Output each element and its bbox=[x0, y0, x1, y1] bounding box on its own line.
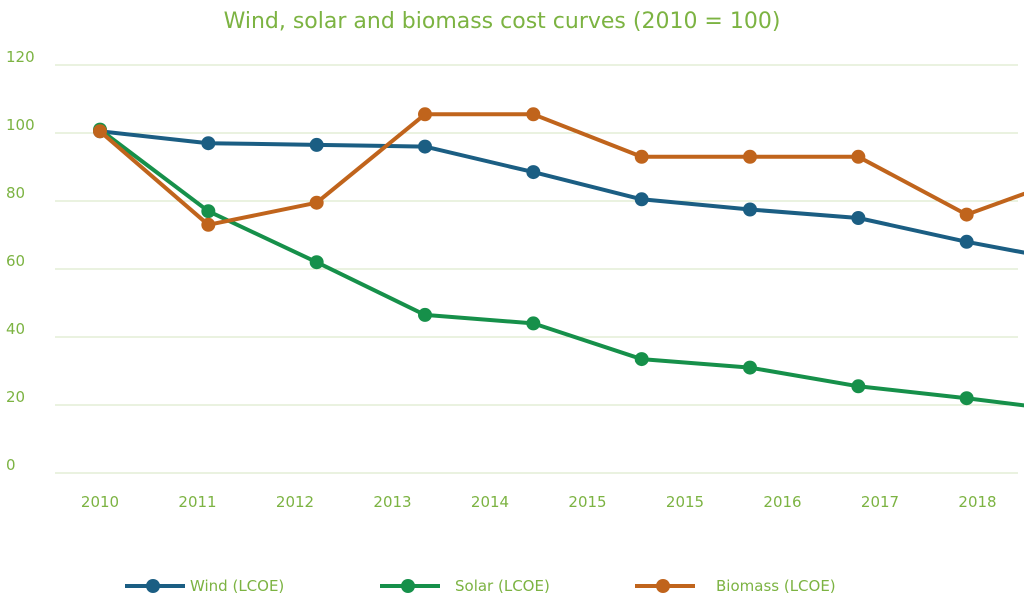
series-wind bbox=[93, 124, 1024, 255]
data-point bbox=[851, 149, 866, 164]
legend-item: Biomass (LCOE) bbox=[635, 577, 836, 595]
series-layer bbox=[93, 107, 1024, 408]
data-point bbox=[743, 149, 757, 164]
data-point bbox=[959, 234, 974, 249]
legend-label: Biomass (LCOE) bbox=[716, 577, 836, 595]
x-tick-label: 2015 bbox=[666, 493, 704, 511]
legend-marker bbox=[146, 579, 160, 593]
data-point bbox=[201, 136, 216, 151]
data-point bbox=[309, 137, 324, 152]
data-point bbox=[418, 107, 432, 122]
data-point bbox=[743, 360, 757, 375]
series-line bbox=[98, 112, 1024, 227]
data-point bbox=[526, 107, 541, 122]
data-point bbox=[418, 139, 432, 154]
legend-marker bbox=[656, 579, 670, 593]
data-point bbox=[851, 379, 866, 394]
y-tick-label: 40 bbox=[6, 320, 25, 338]
data-point bbox=[634, 352, 649, 367]
data-point bbox=[959, 391, 974, 406]
x-tick-label: 2012 bbox=[276, 493, 314, 511]
x-axis-ticks: 2010 2011 2012 2013 2014 2015 2015 2016 2017 2018… bbox=[81, 493, 997, 511]
y-tick-label: 60 bbox=[6, 252, 25, 270]
legend-label: Solar (LCOE) bbox=[455, 577, 550, 595]
x-tick-label: 2013 bbox=[373, 493, 411, 511]
x-tick-label: 2016 bbox=[763, 493, 801, 511]
y-tick-label: 20 bbox=[6, 388, 25, 406]
y-tick-label: 100 bbox=[6, 116, 35, 134]
data-point bbox=[526, 165, 541, 180]
series-line bbox=[98, 128, 1024, 408]
data-point bbox=[309, 255, 324, 270]
legend-item: Wind (LCOE) bbox=[125, 577, 284, 595]
x-tick-label: 2015 bbox=[568, 493, 606, 511]
series-biomass bbox=[93, 107, 1024, 232]
data-point bbox=[201, 217, 216, 232]
data-point bbox=[93, 124, 107, 139]
data-point bbox=[743, 202, 757, 217]
data-point bbox=[201, 204, 216, 219]
legend: Wind (LCOE) Solar (LCOE) Biomass (LCOE) bbox=[125, 577, 836, 595]
x-tick-label: 2014 bbox=[471, 493, 509, 511]
legend-item: Solar (LCOE) bbox=[380, 577, 550, 595]
y-axis-ticks: 0 20 40 60 80 100 120 bbox=[6, 48, 35, 474]
data-point bbox=[634, 149, 649, 164]
chart-title: Wind, solar and biomass cost curves (201… bbox=[224, 9, 781, 34]
series-line bbox=[99, 129, 1024, 255]
y-tick-label: 120 bbox=[6, 48, 35, 66]
data-point bbox=[851, 211, 866, 225]
y-tick-label: 80 bbox=[6, 184, 25, 202]
grid-layer bbox=[55, 64, 1018, 474]
x-tick-label: 2017 bbox=[861, 493, 899, 511]
data-point bbox=[634, 192, 649, 207]
series-solar bbox=[93, 122, 1024, 408]
data-point bbox=[959, 207, 974, 222]
legend-label: Wind (LCOE) bbox=[190, 577, 284, 595]
data-point bbox=[526, 316, 541, 331]
x-tick-label: 2011 bbox=[178, 493, 216, 511]
data-point bbox=[418, 307, 432, 322]
legend-marker bbox=[401, 579, 415, 593]
y-tick-label: 0 bbox=[6, 456, 16, 474]
x-tick-label: 2010 bbox=[81, 493, 119, 511]
data-point bbox=[309, 195, 324, 210]
x-tick-label: 2018 bbox=[958, 493, 996, 511]
